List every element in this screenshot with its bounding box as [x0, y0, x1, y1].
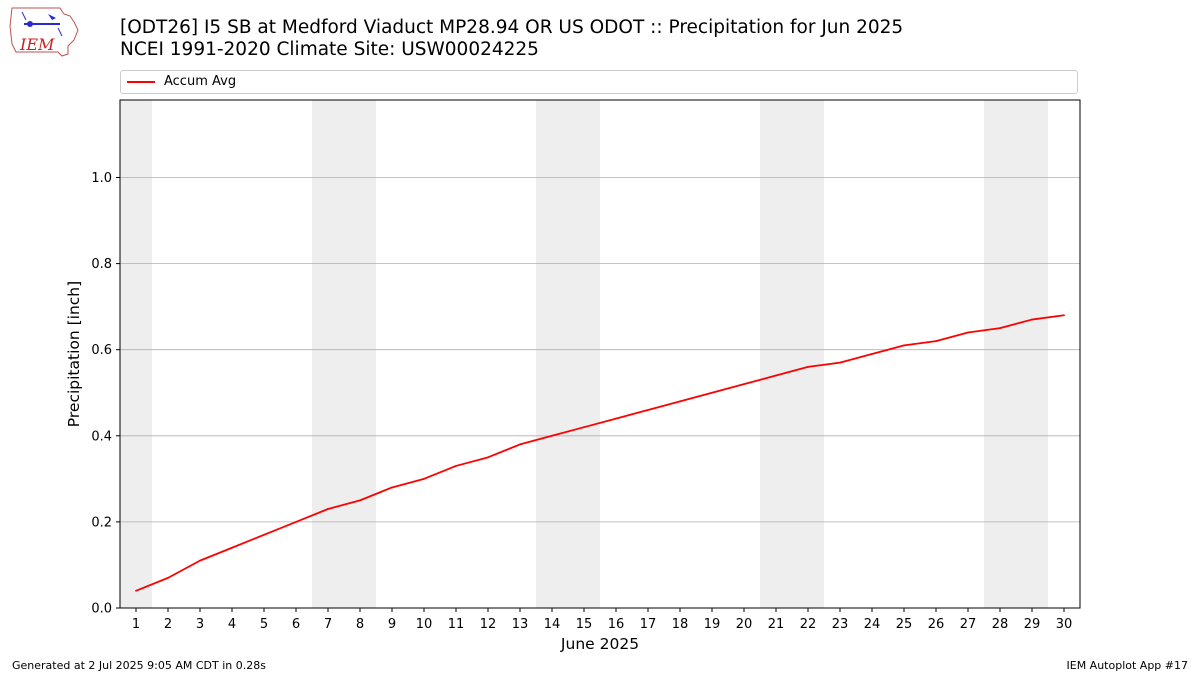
iem-logo: IEM	[9, 7, 79, 57]
series-point	[999, 327, 1001, 330]
series-point	[967, 331, 969, 334]
series-point	[455, 465, 457, 467]
series-point	[903, 344, 905, 347]
x-tick-label: 11	[448, 617, 465, 632]
series-point	[519, 443, 521, 446]
series-point	[487, 456, 489, 459]
series-point	[839, 361, 841, 364]
chart-title-line1: [ODT26] I5 SB at Medford Viaduct MP28.94…	[120, 17, 904, 38]
series-point	[775, 374, 777, 377]
x-tick-label: 26	[928, 617, 945, 632]
x-tick-label: 24	[864, 617, 881, 632]
x-tick-label: 2	[164, 617, 172, 632]
x-tick-label: 21	[768, 617, 785, 632]
weekend-band-1	[120, 100, 152, 608]
x-tick-label: 30	[1056, 617, 1073, 632]
x-tick-label: 5	[260, 617, 268, 632]
y-tick-label: 0.4	[91, 429, 112, 444]
x-tick-label: 10	[416, 617, 433, 632]
weekend-band-3	[536, 100, 600, 608]
x-tick-label: 15	[576, 617, 593, 632]
y-tick-label: 0.0	[91, 602, 112, 617]
x-tick-label: 8	[356, 617, 364, 632]
series-point	[327, 508, 329, 510]
x-axis-label: June 2025	[560, 635, 639, 653]
x-tick-label: 3	[196, 617, 204, 632]
generated-timestamp: Generated at 2 Jul 2025 9:05 AM CDT in 0…	[12, 659, 266, 672]
series-point	[551, 434, 553, 437]
x-tick-label: 22	[800, 617, 817, 632]
series-point	[135, 589, 137, 592]
x-tick-label: 29	[1024, 617, 1041, 632]
series-point	[807, 366, 809, 368]
series-point	[615, 417, 617, 420]
y-axis-label: Precipitation [inch]	[65, 281, 83, 427]
series-point	[1063, 314, 1065, 317]
y-tick-label: 0.2	[91, 515, 112, 530]
x-tick-label: 18	[672, 617, 689, 632]
x-tick-label: 12	[480, 617, 497, 632]
plot-frame	[119, 99, 1081, 609]
weekend-band-2	[312, 100, 376, 608]
x-tick-label: 27	[960, 617, 977, 632]
weekend-band-5	[984, 100, 1048, 608]
y-tick-label: 0.8	[91, 257, 112, 272]
x-tick-label: 25	[896, 617, 913, 632]
series-point	[167, 576, 169, 579]
legend-swatch-accum-avg	[127, 81, 155, 83]
x-tick-label: 14	[544, 617, 561, 632]
series-point	[359, 499, 361, 502]
series-layer	[135, 314, 1065, 592]
chart-title-line2: NCEI 1991-2020 Climate Site: USW00024225	[120, 39, 539, 60]
series-point	[711, 391, 713, 394]
x-tick-label: 1	[132, 617, 140, 632]
y-tick-label: 1.0	[91, 171, 112, 186]
x-tick-label: 4	[228, 617, 236, 632]
x-tick-label: 23	[832, 617, 849, 632]
x-axis-ticks: 1 2 3 4 5 6 7 8 9 10 11 12 13 14 15 16 17 18 19 20 21 22 23 24 2…	[132, 608, 1072, 632]
x-tick-label: 28	[992, 617, 1009, 632]
series-point	[679, 400, 681, 403]
series-point	[199, 559, 201, 562]
y-tick-label: 0.6	[91, 343, 112, 358]
iem-logo-text: IEM	[19, 35, 55, 54]
series-point	[935, 340, 937, 342]
series-point	[743, 383, 745, 386]
x-tick-label: 7	[324, 617, 332, 632]
series-point	[295, 520, 297, 523]
weekend-bands	[120, 100, 1048, 608]
series-point	[423, 477, 425, 480]
autoplot-app-label: IEM Autoplot App #17	[1066, 659, 1189, 672]
x-tick-label: 9	[388, 617, 396, 632]
x-tick-label: 13	[512, 617, 529, 632]
x-tick-label: 6	[292, 617, 300, 632]
x-tick-label: 16	[608, 617, 625, 632]
series-point	[391, 486, 393, 489]
x-tick-label: 17	[640, 617, 657, 632]
y-axis-ticks: 0.0 0.2 0.4 0.6 0.8 1.0	[91, 171, 120, 617]
series-point	[583, 426, 585, 429]
chart-title: [ODT26] I5 SB at Medford Viaduct MP28.94…	[120, 17, 903, 61]
series-point	[647, 409, 649, 411]
weekend-band-4	[760, 100, 824, 608]
series-line-accum-avg	[135, 314, 1065, 592]
series-point	[871, 353, 873, 355]
series-point	[1031, 318, 1033, 321]
x-tick-label: 20	[736, 617, 753, 632]
x-tick-label: 19	[704, 617, 721, 632]
legend: Accum Avg	[120, 70, 1078, 94]
series-point	[263, 533, 265, 536]
series-point	[231, 546, 233, 549]
legend-label-accum-avg: Accum Avg	[164, 74, 237, 89]
